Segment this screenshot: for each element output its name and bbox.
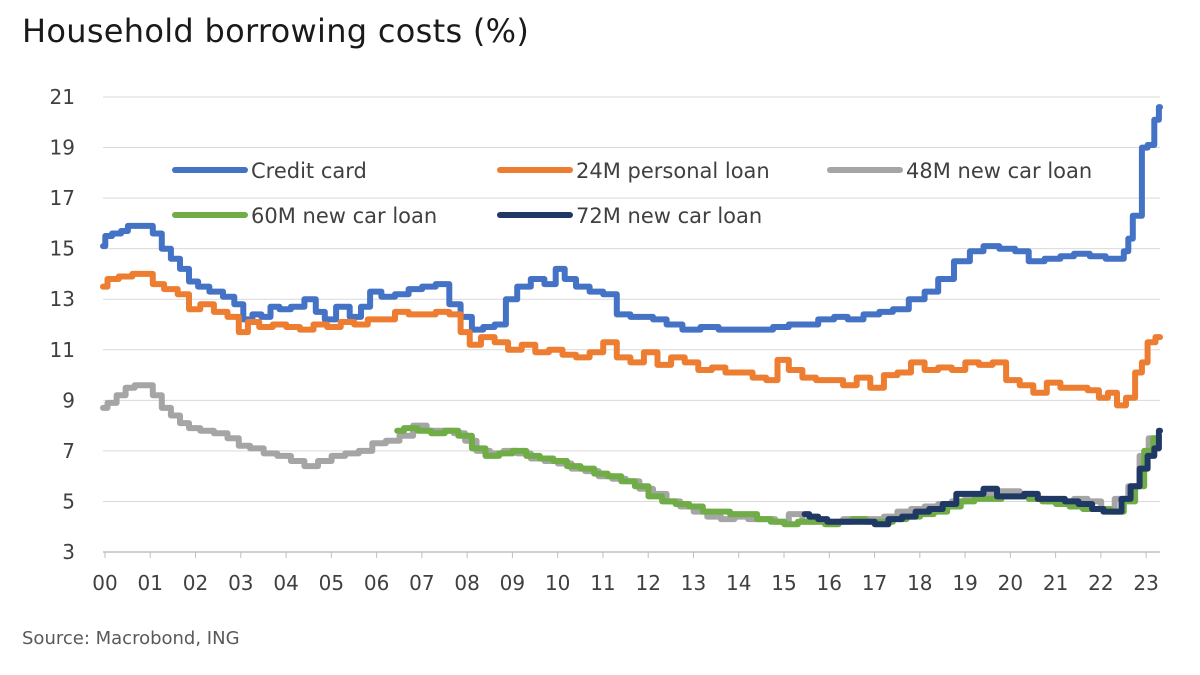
x-tick-label: 05 — [319, 571, 344, 595]
y-tick-label: 3 — [62, 540, 75, 564]
x-tick-label: 08 — [454, 571, 479, 595]
y-tick-label: 11 — [50, 338, 75, 362]
x-tick-label: 10 — [545, 571, 570, 595]
x-tick-label: 23 — [1133, 571, 1158, 595]
y-tick-label: 17 — [50, 186, 75, 210]
x-tick-label: 02 — [183, 571, 208, 595]
x-tick-label: 22 — [1088, 571, 1113, 595]
series-line-credit-card — [100, 104, 1163, 333]
x-tick-label: 18 — [907, 571, 932, 595]
x-tick-label: 13 — [681, 571, 706, 595]
legend-label-credit-card: Credit card — [251, 159, 367, 183]
y-tick-label: 5 — [62, 489, 75, 513]
legend-label-24m-personal-loan: 24M personal loan — [576, 159, 770, 183]
x-tick-label: 09 — [500, 571, 525, 595]
x-tick-label: 03 — [228, 571, 253, 595]
x-tick-label: 16 — [817, 571, 842, 595]
x-tick-label: 00 — [92, 571, 117, 595]
x-tick-label: 11 — [590, 571, 615, 595]
series-lines — [100, 104, 1163, 528]
legend-label-60m-new-car-loan: 60M new car loan — [251, 204, 437, 228]
chart-title: Household borrowing costs (%) — [22, 12, 530, 50]
source-note: Source: Macrobond, ING — [22, 628, 240, 649]
x-tick-label: 15 — [771, 571, 796, 595]
x-tick-label: 04 — [273, 571, 298, 595]
y-tick-label: 19 — [50, 136, 75, 160]
legend: Credit card 24M personal loan 48M new car … — [172, 159, 1092, 228]
x-tick-label: 12 — [635, 571, 660, 595]
x-tick-label: 19 — [952, 571, 977, 595]
x-axis-ticks: 00 01 02 03 04 05 06 07 08 09 10 11 12 13 14 15 16 17 18 19… — [92, 552, 1159, 595]
y-tick-label: 13 — [50, 287, 75, 311]
series-line-60m-new-car-loan — [394, 425, 1161, 528]
x-tick-label: 01 — [138, 571, 163, 595]
legend-label-48m-new-car-loan: 48M new car loan — [906, 159, 1092, 183]
series-line-24m-personal-loan — [100, 270, 1163, 409]
legend-label-72m-new-car-loan: 72M new car loan — [576, 204, 762, 228]
gridlines — [103, 96, 1160, 553]
y-tick-label: 9 — [62, 388, 75, 412]
y-tick-label: 21 — [50, 85, 75, 109]
x-tick-label: 07 — [409, 571, 434, 595]
y-axis-ticks: 3 5 7 9 11 13 15 17 19 21 — [50, 85, 75, 564]
x-tick-label: 06 — [364, 571, 389, 595]
series-line-72m-new-car-loan — [801, 427, 1163, 528]
x-tick-label: 17 — [862, 571, 887, 595]
y-tick-label: 7 — [62, 439, 75, 463]
x-tick-label: 20 — [998, 571, 1023, 595]
x-tick-label: 21 — [1043, 571, 1068, 595]
x-tick-label: 14 — [726, 571, 751, 595]
y-tick-label: 15 — [50, 237, 75, 261]
